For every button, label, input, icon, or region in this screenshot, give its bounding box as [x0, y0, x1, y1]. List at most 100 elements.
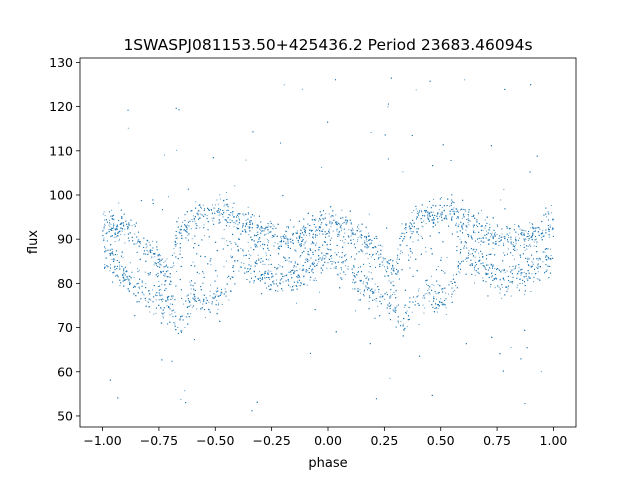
scatter-point — [366, 252, 368, 254]
scatter-point — [390, 281, 392, 283]
scatter-point — [454, 290, 456, 292]
scatter-point — [319, 291, 321, 293]
scatter-point — [261, 230, 263, 231]
scatter-point — [197, 213, 199, 215]
scatter-point — [214, 297, 216, 299]
scatter-point — [323, 218, 325, 220]
scatter-point — [307, 270, 309, 272]
scatter-point — [299, 276, 301, 278]
scatter-point — [514, 247, 516, 249]
scatter-point — [163, 312, 165, 314]
scatter-point — [282, 281, 284, 283]
scatter-point — [268, 271, 270, 273]
scatter-point — [356, 240, 358, 242]
scatter-point — [109, 226, 111, 228]
scatter-point — [340, 228, 342, 230]
scatter-point — [156, 265, 158, 267]
scatter-point — [426, 293, 428, 295]
scatter-point — [237, 216, 239, 218]
scatter-point — [288, 260, 290, 262]
scatter-point — [329, 239, 331, 241]
scatter-point — [121, 266, 123, 268]
scatter-point — [174, 245, 176, 247]
scatter-point — [389, 289, 391, 291]
scatter-point — [246, 222, 248, 224]
scatter-point — [510, 346, 512, 348]
scatter-point — [186, 295, 188, 297]
scatter-point — [438, 209, 440, 211]
scatter-point — [287, 278, 289, 280]
scatter-point — [178, 231, 180, 233]
scatter-point — [153, 313, 155, 315]
scatter-point — [513, 268, 515, 270]
scatter-point — [322, 264, 324, 266]
scatter-point — [224, 288, 226, 290]
scatter-point — [115, 236, 117, 238]
scatter-point — [276, 279, 278, 281]
scatter-point — [167, 270, 169, 272]
scatter-point — [222, 216, 224, 218]
scatter-point — [322, 257, 324, 259]
scatter-point — [253, 282, 255, 284]
scatter-point — [311, 268, 313, 270]
scatter-point — [138, 238, 140, 240]
scatter-point — [491, 232, 493, 234]
scatter-point — [400, 320, 402, 322]
scatter-point — [342, 217, 344, 219]
scatter-point — [418, 288, 420, 290]
scatter-point — [456, 208, 458, 210]
scatter-point — [203, 224, 205, 226]
scatter-point — [227, 203, 229, 205]
scatter-point — [253, 215, 255, 217]
scatter-point — [336, 230, 338, 232]
scatter-point — [437, 265, 439, 267]
scatter-point — [224, 204, 226, 206]
scatter-point — [332, 230, 334, 232]
scatter-point — [497, 268, 499, 270]
scatter-point — [462, 215, 464, 217]
scatter-point — [274, 242, 276, 244]
scatter-point — [109, 219, 111, 221]
scatter-point — [467, 222, 469, 224]
scatter-point — [532, 262, 534, 264]
scatter-point — [365, 253, 367, 255]
scatter-point — [166, 270, 168, 272]
scatter-point — [247, 226, 249, 228]
scatter-point — [340, 230, 342, 232]
scatter-point — [215, 291, 217, 293]
scatter-point — [364, 240, 366, 242]
scatter-point — [354, 272, 356, 274]
scatter-point — [440, 215, 442, 217]
scatter-point — [299, 246, 301, 248]
scatter-point — [351, 231, 353, 233]
scatter-point — [161, 312, 163, 314]
scatter-point — [482, 277, 484, 279]
scatter-point — [542, 251, 544, 253]
scatter-point — [478, 242, 480, 244]
scatter-point — [423, 220, 425, 222]
scatter-point — [162, 316, 164, 318]
scatter-point — [223, 205, 225, 207]
scatter-point — [122, 256, 124, 258]
scatter-point — [182, 303, 184, 305]
scatter-point — [104, 215, 106, 217]
scatter-point — [403, 330, 405, 332]
scatter-point — [435, 293, 437, 295]
scatter-point — [344, 273, 346, 275]
scatter-point — [108, 229, 110, 231]
scatter-point — [511, 243, 513, 245]
scatter-point — [551, 229, 553, 231]
scatter-point — [185, 228, 187, 230]
scatter-point — [198, 273, 200, 275]
scatter-point — [436, 311, 438, 313]
scatter-point — [387, 106, 389, 108]
scatter-point — [425, 223, 427, 225]
scatter-point — [206, 215, 208, 217]
scatter-point — [306, 257, 308, 259]
scatter-point — [172, 266, 174, 268]
scatter-point — [543, 235, 545, 237]
scatter-point — [259, 228, 261, 230]
scatter-point — [472, 255, 474, 257]
scatter-point — [352, 238, 354, 240]
scatter-point — [253, 270, 255, 272]
